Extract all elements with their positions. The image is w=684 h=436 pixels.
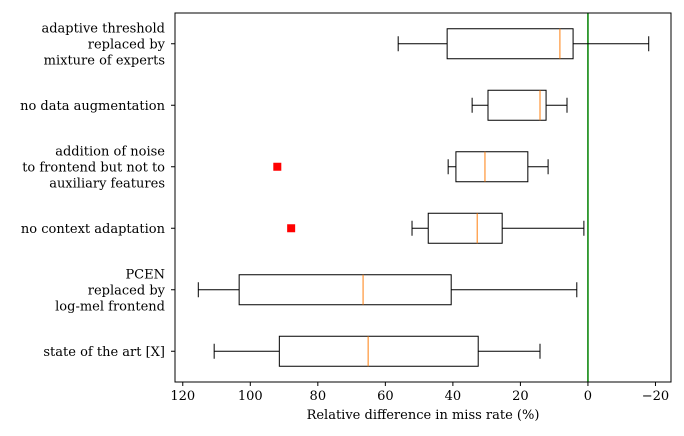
y-tick-label-line: auxiliary features <box>49 176 165 191</box>
x-tick-label: −20 <box>642 389 669 404</box>
box <box>427 212 503 244</box>
y-tick-label-line: to frontend but not to <box>22 160 165 175</box>
y-tick-label-line: replaced by <box>88 283 166 298</box>
y-tick-label-line: state of the art [X] <box>43 345 165 360</box>
plot-frame <box>174 12 672 383</box>
y-tick-label-line: no context adaptation <box>21 222 166 237</box>
y-tick-label: state of the art [X] <box>43 345 165 360</box>
y-tick-label: no data augmentation <box>20 99 166 114</box>
y-tick-label: addition of noise to frontend but not to a… <box>22 144 165 191</box>
box <box>455 151 529 183</box>
flier <box>287 224 296 233</box>
y-tick-label-line: adaptive threshold <box>41 21 165 36</box>
y-tick-label-line: addition of noise <box>55 144 165 159</box>
y-tick-label-line: replaced by <box>88 37 166 52</box>
x-tick-label: 20 <box>512 389 529 404</box>
box <box>238 274 452 306</box>
box <box>278 335 479 367</box>
y-tick-label: PCEN replaced by log-mel frontend <box>55 267 166 314</box>
y-tick-label-line: no data augmentation <box>20 99 166 114</box>
flier <box>273 162 282 171</box>
y-tick-label: adaptive threshold replaced by mixture of … <box>41 21 165 68</box>
x-tick-label: 100 <box>238 389 263 404</box>
x-tick-label: 0 <box>584 389 592 404</box>
x-axis-label: Relative difference in miss rate (%) <box>307 408 540 423</box>
x-tick-label: 60 <box>377 389 394 404</box>
x-tick-label: 40 <box>445 389 462 404</box>
box <box>487 89 547 121</box>
y-tick-label: no context adaptation <box>21 222 166 237</box>
y-tick-label-line: log-mel frontend <box>55 299 165 314</box>
y-tick-label-line: mixture of experts <box>44 53 165 68</box>
x-tick-label: 80 <box>310 389 327 404</box>
x-tick-label: 120 <box>170 389 195 404</box>
box <box>446 28 574 60</box>
y-tick-label-line: PCEN <box>125 267 165 282</box>
